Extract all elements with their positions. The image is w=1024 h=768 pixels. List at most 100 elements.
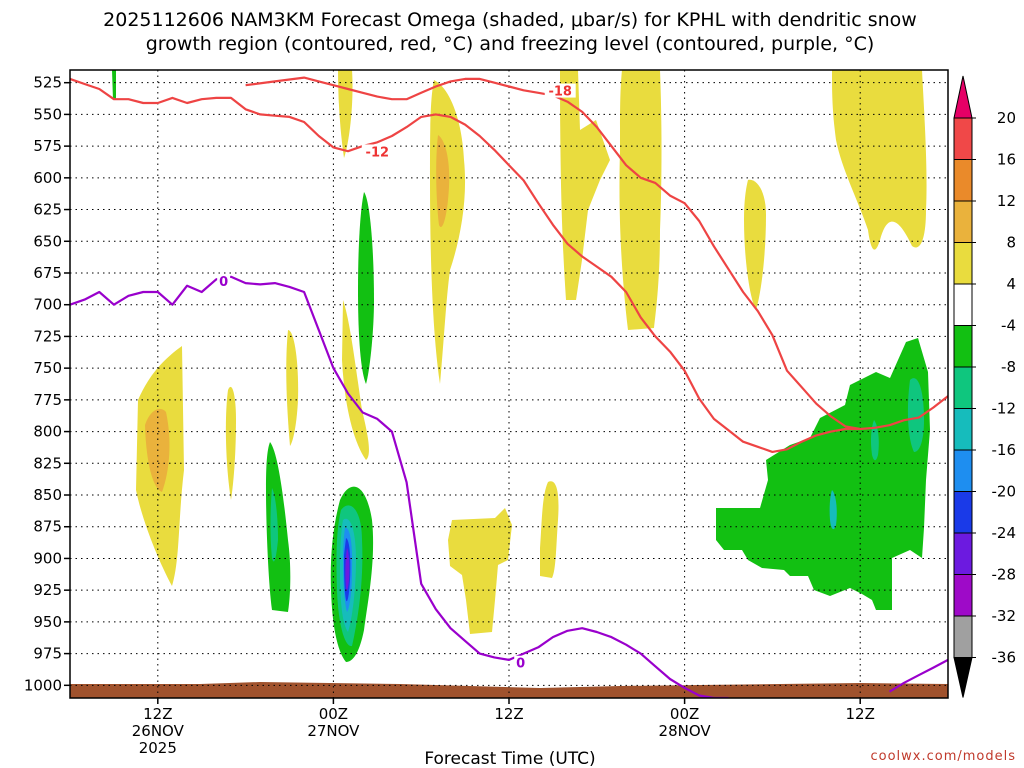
colorbar-label: -28 — [992, 566, 1017, 584]
contour-label: 0 — [219, 275, 228, 290]
y-tick-label: 900 — [33, 549, 62, 567]
y-tick-label: 975 — [33, 645, 62, 663]
y-tick-label: 850 — [33, 486, 62, 504]
y-tick-label: 700 — [33, 296, 62, 314]
y-tick-label: 550 — [33, 105, 62, 123]
contour-line — [245, 76, 948, 431]
y-tick-label: 675 — [33, 264, 62, 282]
omega-cyan-area — [829, 490, 837, 530]
colorbar-label: -12 — [992, 400, 1017, 418]
colorbar-segment — [953, 366, 973, 409]
omega-shading — [136, 70, 927, 634]
omega-teal-area — [270, 488, 278, 562]
omega-teal-area — [870, 420, 879, 461]
colorbar-label: 16 — [997, 151, 1016, 169]
contour-lines — [70, 76, 948, 698]
y-tick-label: 1000 — [24, 676, 62, 694]
omega-yellow-area — [540, 481, 559, 578]
chart-title-line2: growth region (contoured, red, °C) and f… — [146, 33, 875, 55]
colorbar-top-arrow — [953, 75, 973, 119]
terrain-strip — [70, 682, 948, 698]
colorbar-segment — [953, 574, 973, 617]
omega-yellow-area — [744, 179, 766, 310]
colorbar-label: 8 — [1006, 234, 1016, 252]
omega-yellow-area — [448, 508, 512, 634]
omega-yellow-area — [342, 300, 369, 460]
x-tick-label: 12Z — [494, 705, 523, 723]
credit-text: coolwx.com/models — [870, 749, 1016, 764]
y-tick-label: 525 — [33, 74, 62, 92]
y-tick-label: 800 — [33, 423, 62, 441]
chart-title-line1: 2025112606 NAM3KM Forecast Omega (shaded… — [103, 9, 917, 31]
contour-label-bg — [514, 655, 528, 670]
x-tick-label: 12Z — [846, 705, 875, 723]
omega-yellow-area — [619, 70, 662, 330]
colorbar-segment — [953, 159, 973, 202]
omega-yellow-area — [832, 70, 927, 250]
contour-labels: -18 -12 0 0 — [217, 83, 576, 672]
y-tick-label: 575 — [33, 137, 62, 155]
colorbar-segment — [953, 242, 973, 285]
y-axis: 525 550 575 600 625 650 675 700 725 750 775 800 825 8… — [24, 74, 70, 694]
omega-orange-area — [145, 408, 170, 492]
colorbar-segment — [953, 200, 973, 243]
colorbar-bottom-arrow — [953, 657, 973, 698]
x-tick-label: 12Z — [143, 705, 172, 723]
contour-label-bg — [361, 144, 393, 159]
contour-line — [70, 275, 729, 698]
colorbar-segment — [953, 449, 973, 492]
x-tick-label: 2025 — [139, 739, 177, 757]
omega-teal-area — [907, 378, 924, 452]
contour-label-bg — [544, 83, 576, 98]
gridlines — [70, 70, 948, 698]
y-tick-label: 825 — [33, 454, 62, 472]
colorbar-segment — [953, 615, 973, 658]
colorbar: 20 16 12 8 4 -4 -8 -12 -16 -20 -24 -28 -32 -36 — [953, 75, 1017, 698]
colorbar-label: 12 — [997, 192, 1016, 210]
colorbar-segment — [953, 408, 973, 451]
colorbar-segment — [953, 325, 973, 368]
contour-line — [888, 658, 948, 693]
contour-label: -12 — [366, 145, 390, 160]
x-axis-label: Forecast Time (UTC) — [424, 749, 595, 768]
x-tick-label: 00Z — [319, 705, 348, 723]
colorbar-label: -32 — [992, 607, 1017, 625]
omega-orange-area — [436, 135, 450, 228]
colorbar-label: -4 — [1001, 317, 1016, 335]
y-tick-label: 750 — [33, 359, 62, 377]
colorbar-segment — [953, 117, 973, 160]
omega-green-area — [112, 70, 116, 100]
colorbar-label: -24 — [992, 524, 1017, 542]
omega-yellow-area — [286, 330, 299, 446]
y-tick-label: 950 — [33, 613, 62, 631]
omega-green-area — [716, 338, 930, 610]
omega-yellow-area — [225, 386, 236, 500]
y-tick-label: 600 — [33, 169, 62, 187]
x-tick-label: 27NOV — [307, 722, 360, 740]
colorbar-segment — [953, 491, 973, 534]
colorbar-label: -8 — [1001, 358, 1016, 376]
contour-label: -18 — [548, 85, 572, 100]
colorbar-label: -20 — [992, 483, 1017, 501]
colorbar-label: 20 — [997, 109, 1016, 127]
colorbar-label: -36 — [992, 649, 1017, 667]
y-tick-label: 625 — [33, 201, 62, 219]
omega-green-area — [266, 442, 291, 612]
colorbar-segment — [953, 532, 973, 575]
colorbar-label: -16 — [992, 441, 1017, 459]
y-tick-label: 875 — [33, 518, 62, 536]
x-tick-label: 00Z — [670, 705, 699, 723]
y-tick-label: 775 — [33, 391, 62, 409]
y-tick-label: 725 — [33, 327, 62, 345]
contour-label-bg — [217, 273, 231, 288]
y-tick-label: 650 — [33, 232, 62, 250]
contour-line — [70, 77, 861, 453]
contour-label: 0 — [516, 657, 525, 672]
colorbar-segment — [953, 283, 973, 326]
colorbar-label: 4 — [1006, 275, 1016, 293]
x-tick-label: 28NOV — [659, 722, 712, 740]
y-tick-label: 925 — [33, 581, 62, 599]
x-tick-label: 26NOV — [132, 722, 185, 740]
